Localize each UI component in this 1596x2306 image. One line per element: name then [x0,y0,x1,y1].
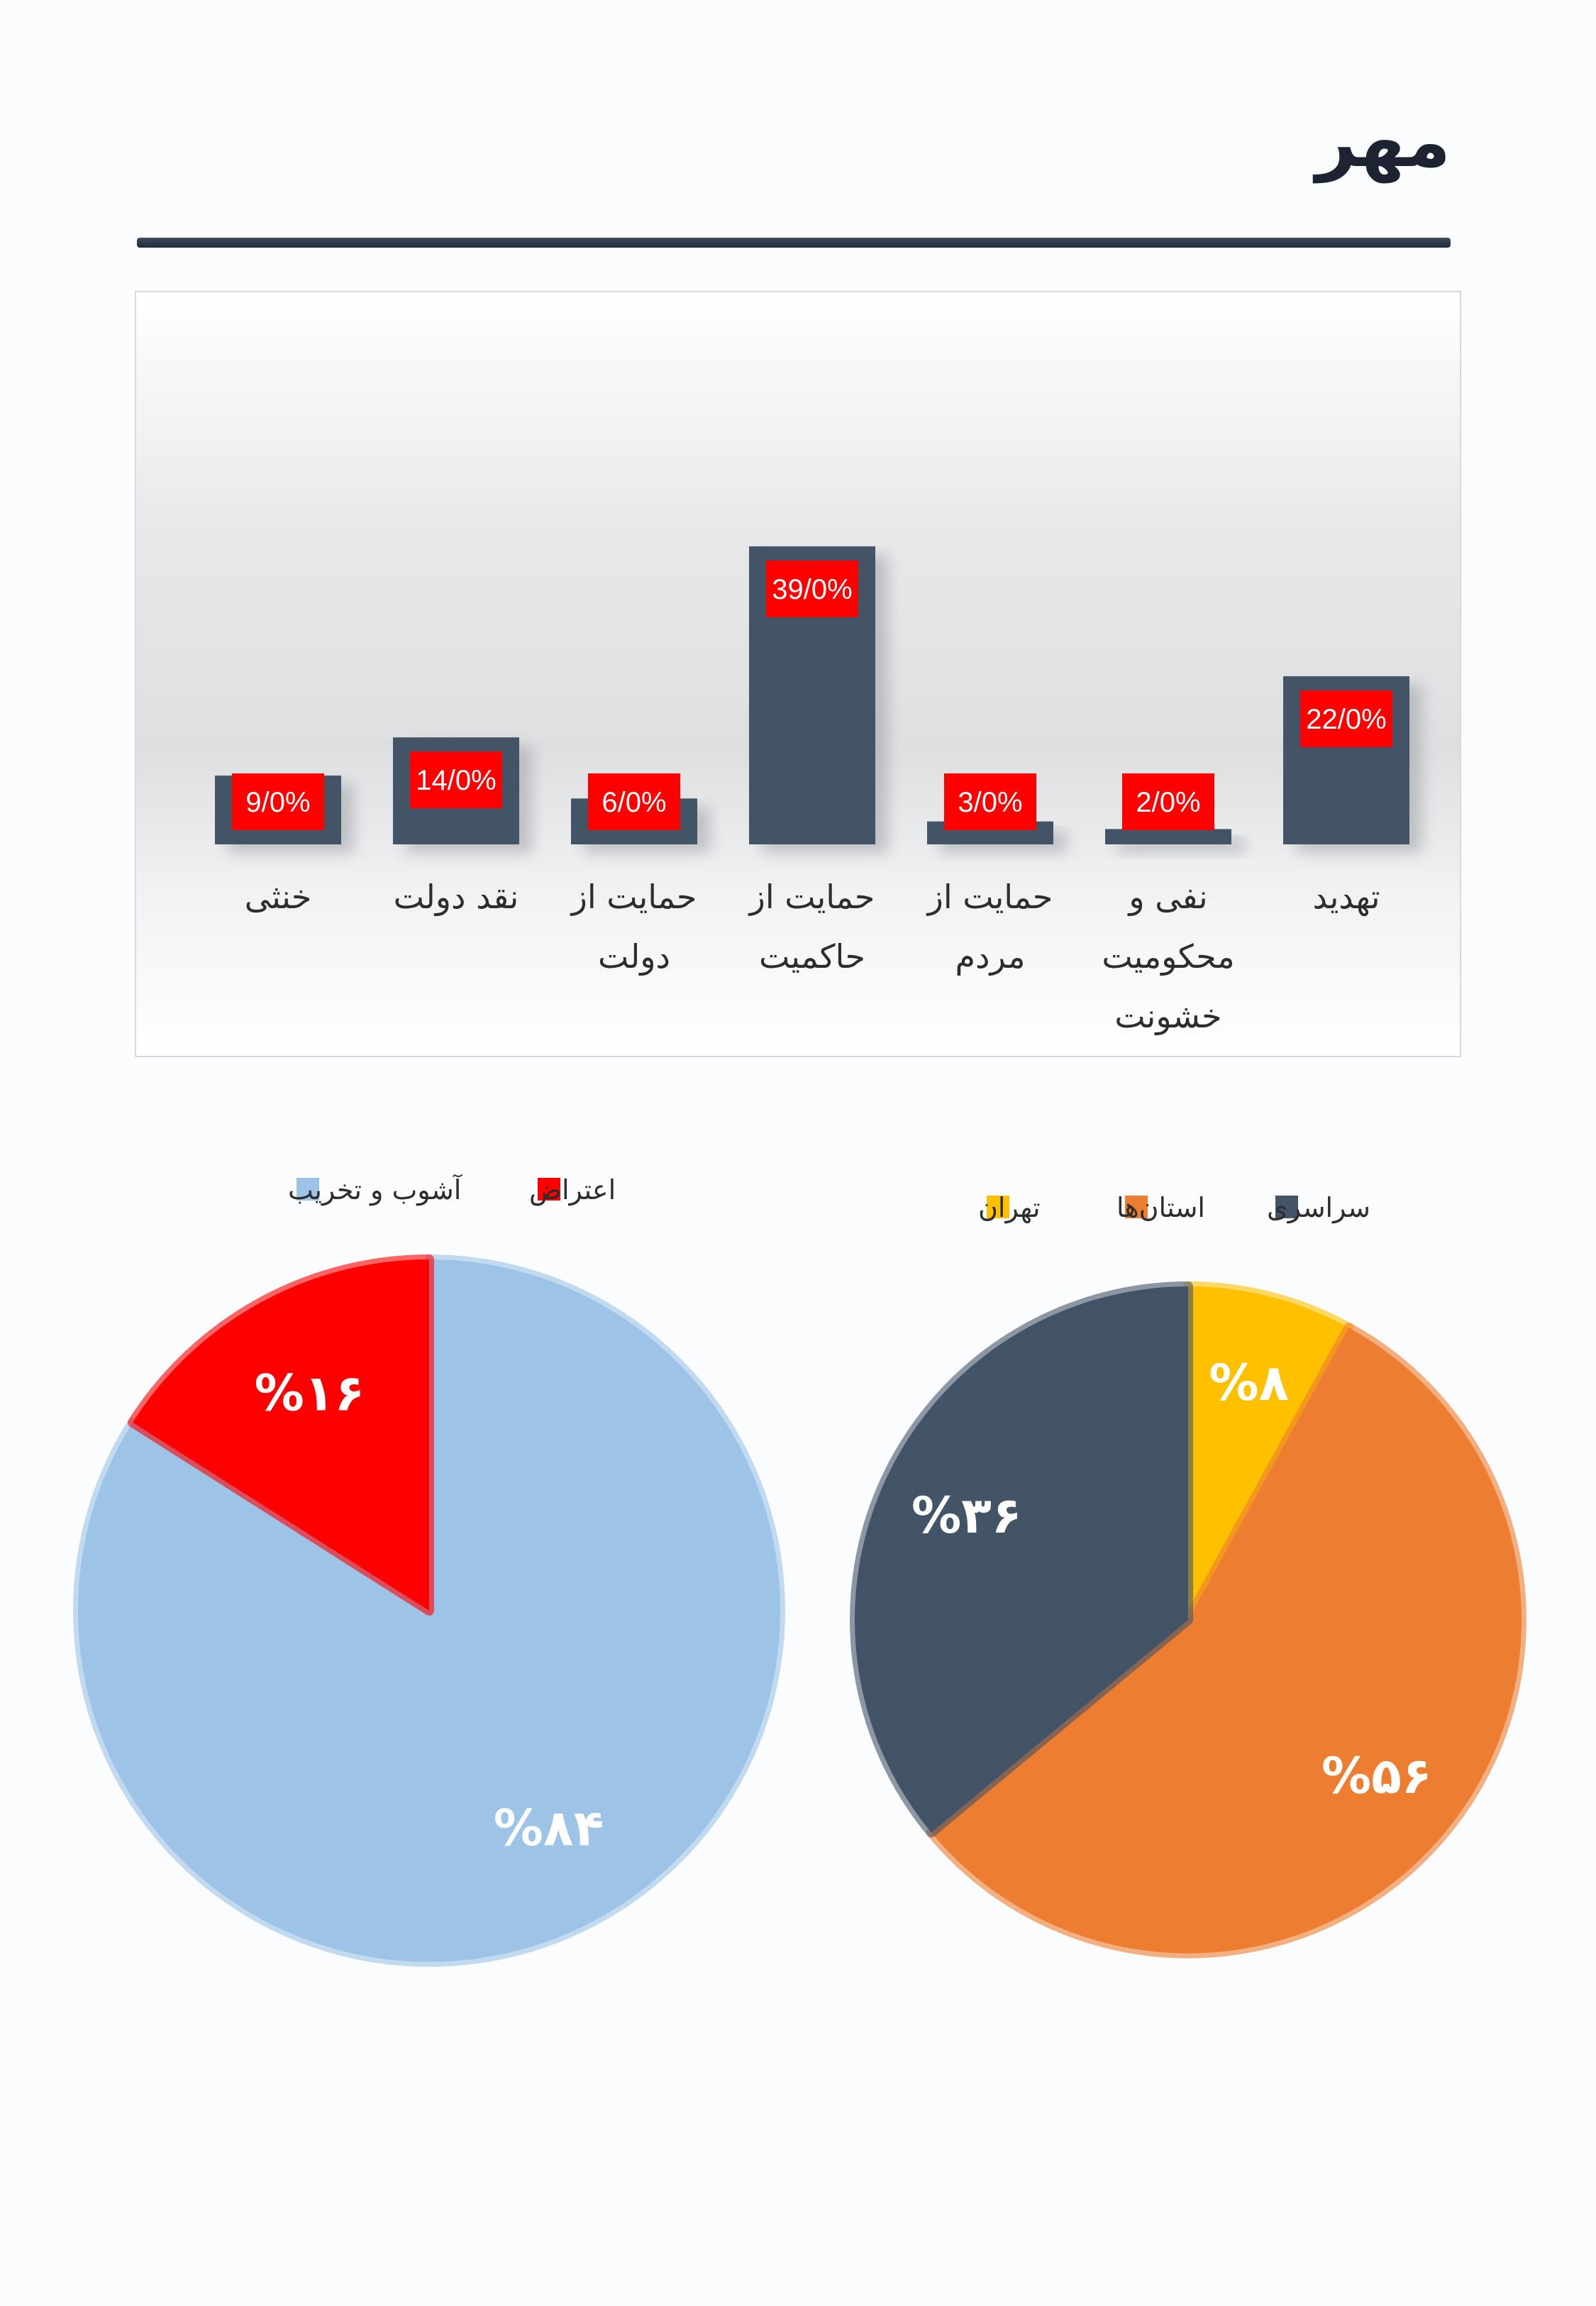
data-label-box [944,773,1036,830]
data-label: 2/0% [1136,787,1200,818]
data-label-box [588,773,680,830]
legend-label: سراسری [1267,1192,1370,1224]
data-label: 14/0% [416,765,496,796]
category-tick-label: تهدید [1312,878,1380,916]
category-tick-label: حمایت از [570,878,697,916]
category-tick-label: نقد دولت [394,878,519,917]
legend-swatch [538,1178,560,1201]
category-tick-label: محکومیت [1102,937,1234,976]
category-tick-label: خنثی [245,878,312,916]
data-label: 6/0% [602,787,666,818]
category-tick-label: حمایت از [926,878,1053,916]
pie-slice-label: %۵۶ [1321,1747,1432,1805]
pie-slice-label: %۳۶ [911,1486,1022,1545]
legend-swatch [297,1178,319,1201]
legend-swatch [1275,1196,1298,1218]
legend-label: تهران [978,1192,1041,1224]
legend-swatch [987,1196,1009,1218]
pie-slice [1183,1281,1354,1625]
coverage-pie-chart: %۸ %۵۶ %۳۶ سراسری استان‌ها تهران [850,1192,1527,1959]
category-tick-label: حمایت از [748,878,875,916]
pie-slice [850,1281,1193,1838]
category-tick-label: حاکمیت [759,937,865,976]
title-divider [137,238,1451,248]
legend-label: آشوب و تخریب [288,1174,462,1206]
protest-pie-chart: %۸۴ %۱۶ اعتراض آشوب و تخریب [73,1174,786,1967]
pie-slice [926,1323,1527,1959]
category-bar-chart: 22/0% تهدید 2/0% نفی و محکومیت خشونت 3/0% حمایت… [215,546,1422,1036]
data-label-box [1300,690,1392,748]
data-label-box [1122,773,1214,830]
category-tick-label: دولت [598,937,670,976]
category-tick-label: مردم [955,937,1026,976]
data-label: 3/0% [958,787,1022,818]
category-tick-label: خشونت [1114,997,1221,1036]
category-tick-label: نفی و [1127,878,1207,917]
data-label-box [232,773,324,830]
legend-label: استان‌ها [1116,1192,1205,1223]
data-label-box [410,751,502,809]
pie-slice [128,1254,434,1616]
data-label: 9/0% [245,787,310,818]
data-label: 39/0% [772,574,852,605]
legend-label: اعتراض [529,1174,616,1206]
data-label: 22/0% [1306,704,1386,735]
pie-slice-label: %۸۴ [494,1799,604,1858]
data-label-box [766,561,858,617]
legend-swatch [1125,1196,1148,1218]
pie-slice-label: %۸ [1209,1354,1289,1412]
page-title: مهر [1315,100,1451,183]
pie-slice-label: %۱۶ [255,1364,365,1422]
bar [1105,829,1231,844]
